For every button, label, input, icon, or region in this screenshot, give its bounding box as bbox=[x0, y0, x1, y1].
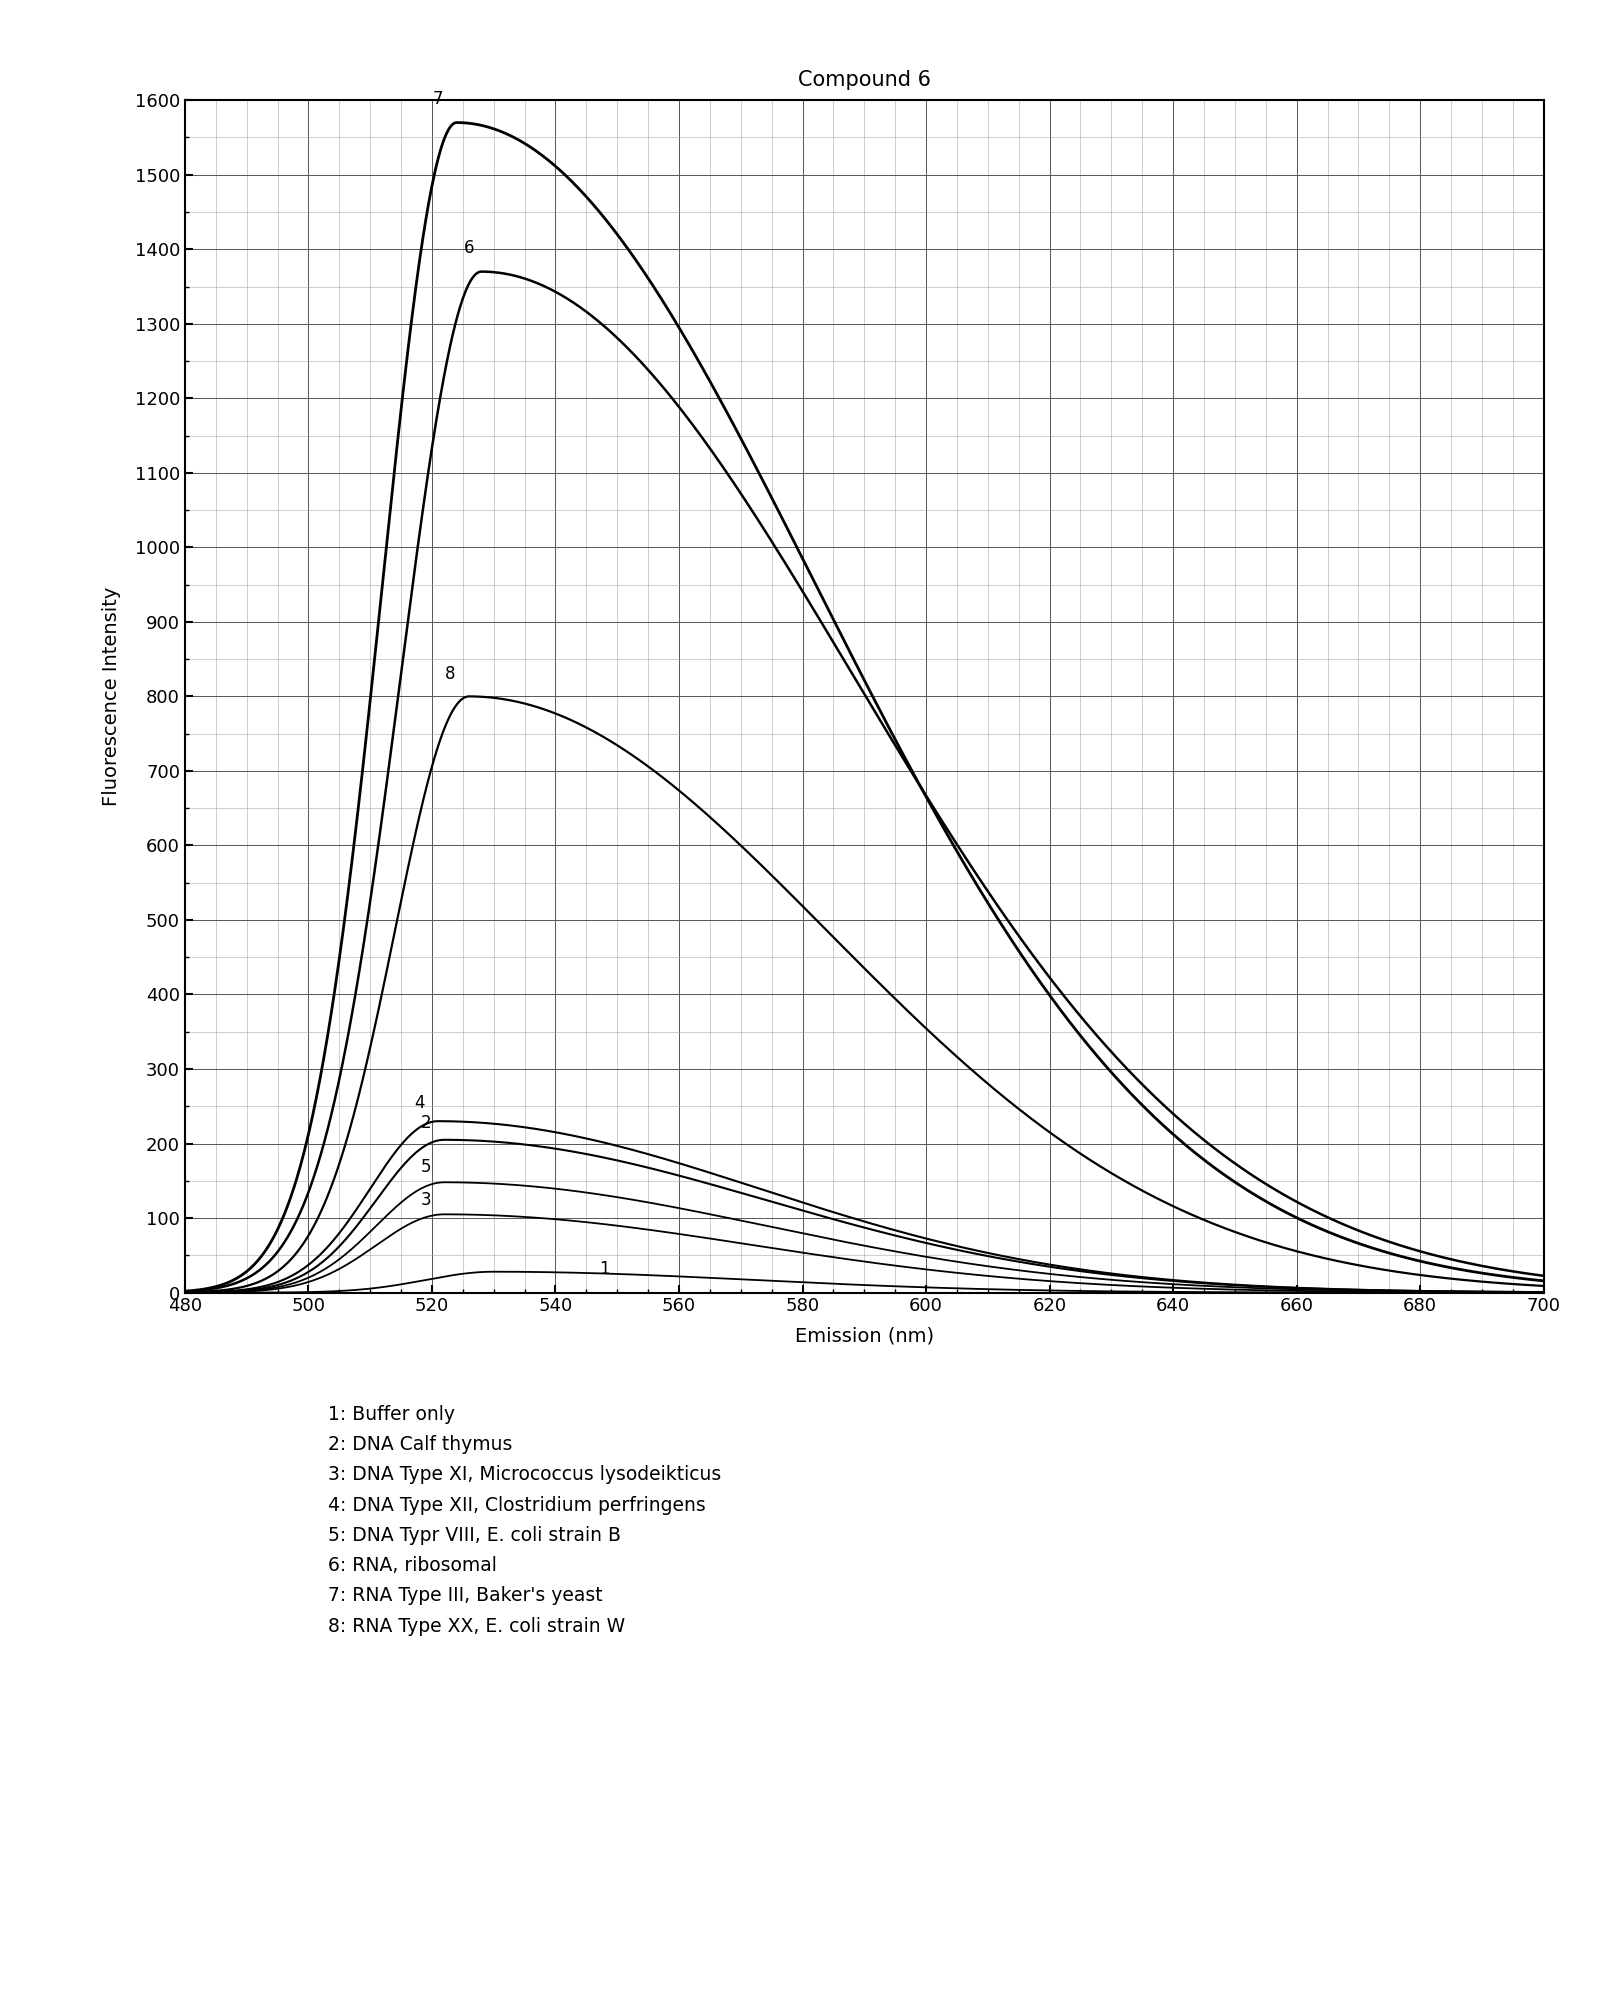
Text: 8: 8 bbox=[445, 665, 455, 683]
Y-axis label: Fluorescence Intensity: Fluorescence Intensity bbox=[101, 587, 121, 806]
Text: 1: Buffer only
2: DNA Calf thymus
3: DNA Type XI, Micrococcus lysodeikticus
4: D: 1: Buffer only 2: DNA Calf thymus 3: DNA… bbox=[328, 1405, 720, 1635]
Text: 7: 7 bbox=[432, 90, 444, 108]
Text: 3: 3 bbox=[419, 1190, 431, 1208]
Text: 2: 2 bbox=[419, 1114, 431, 1132]
Text: 4: 4 bbox=[415, 1094, 424, 1112]
X-axis label: Emission (nm): Emission (nm) bbox=[794, 1327, 934, 1345]
Text: 1: 1 bbox=[599, 1261, 609, 1279]
Title: Compound 6: Compound 6 bbox=[797, 70, 930, 90]
Text: 5: 5 bbox=[421, 1158, 431, 1176]
Text: 6: 6 bbox=[463, 238, 474, 257]
